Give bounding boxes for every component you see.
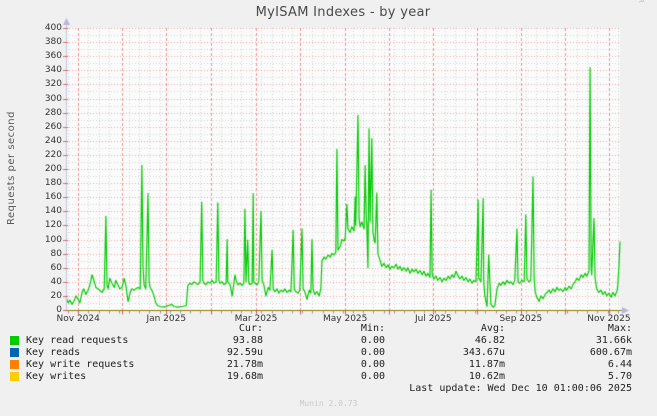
x-tick-label: Jul 2025 [414,314,452,324]
legend-max-value: 6.44 [607,359,632,370]
legend-avg-value: 10.62m [468,371,505,382]
legend-min-value: 0.00 [360,347,385,358]
y-tick-label: 360 [44,51,62,62]
x-tick-label: Nov 2025 [587,314,631,324]
legend-min-value: 0.00 [360,359,385,370]
y-tick-label: 340 [44,65,62,76]
y-axis-label: Requests per second [6,111,17,225]
legend-avg-value: 11.87m [468,359,505,370]
legend-cur-value: 93.88 [232,335,263,346]
chart-title: MyISAM Indexes - by year [255,5,431,20]
x-tick-label: May 2025 [323,314,368,324]
y-tick-label: 240 [44,135,62,146]
y-tick-label: 220 [44,149,62,160]
y-tick-label: 80 [50,248,62,259]
legend-label: Key read requests [26,335,129,346]
legend-row-key-read-requests: Key read requests 93.88 0.00 46.82 31.66… [0,335,657,347]
y-tick-label: 280 [44,107,62,118]
y-tick-label: 60 [50,262,62,273]
legend-row-key-writes: Key writes 19.68m 0.00 10.62m 5.70 [0,371,657,383]
y-tick-label: 120 [44,220,62,231]
y-tick-label: 0 [56,305,62,315]
y-tick-label: 160 [44,192,62,203]
rrdtool-watermark: RRDTOOL / TOBI OETIKER [637,0,645,4]
x-tick-label: Mar 2025 [234,314,278,324]
legend-min-value: 0.00 [360,335,385,346]
y-tick-label: 200 [44,164,62,174]
legend-swatch-yellow [10,372,19,381]
legend-header-avg: Avg: [480,323,505,334]
legend-swatch-orange [10,360,19,369]
legend-max-value: 600.67m [589,347,632,358]
legend-avg-value: 46.82 [474,335,505,346]
legend-cur-value: 19.68m [226,371,263,382]
y-tick-label: 100 [44,234,62,245]
legend-header-max: Max: [607,323,632,334]
y-tick-label: 380 [44,37,62,48]
y-tick-label: 260 [44,121,62,132]
munin-version-text: Munin 2.0.73 [299,399,358,408]
y-tick-label: 400 [44,23,62,33]
legend-header-cur: Cur: [238,323,263,334]
x-tick-label: Jan 2025 [146,314,187,324]
legend-cur-value: 92.59u [226,347,263,358]
y-tick-label: 300 [44,93,62,104]
last-update-text: Last update: Wed Dec 10 01:00:06 2025 [409,383,632,394]
y-tick-label: 40 [50,276,62,287]
legend-header-row: Cur: Min: Avg: Max: [0,323,657,335]
legend-swatch-green [10,336,19,345]
legend-max-value: 5.70 [607,371,632,382]
legend-swatch-blue [10,348,19,357]
legend-row-key-write-requests: Key write requests 21.78m 0.00 11.87m 6.… [0,359,657,371]
legend-min-value: 0.00 [360,371,385,382]
legend-label: Key write requests [26,359,135,370]
legend-label: Key writes [26,371,87,382]
y-tick-label: 180 [44,178,62,189]
legend-max-value: 31.66k [595,335,632,346]
y-tick-label: 20 [50,290,62,301]
y-tick-label: 320 [44,79,62,90]
legend-header-min: Min: [360,323,385,334]
legend-cur-value: 21.78m [226,359,263,370]
x-tick-label: Sep 2025 [499,314,543,324]
legend-label: Key reads [26,347,81,358]
y-tick-label: 140 [44,206,62,217]
x-tick-label: Nov 2024 [56,314,100,324]
legend: Cur: Min: Avg: Max: Key read requests 93… [0,323,657,383]
legend-avg-value: 343.67u [462,347,505,358]
legend-row-key-reads: Key reads 92.59u 0.00 343.67u 600.67m [0,347,657,359]
